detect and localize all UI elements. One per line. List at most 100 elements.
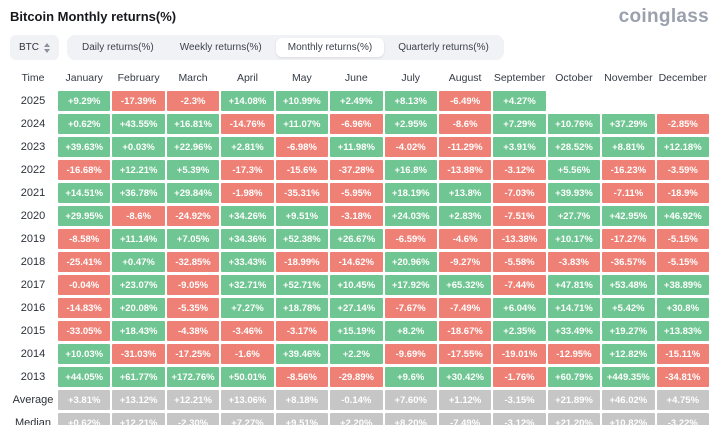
tab-daily-returns[interactable]: Daily returns(%)	[82, 42, 154, 53]
return-cell: -2.30%	[166, 413, 220, 425]
coin-selector[interactable]: BTC	[10, 35, 59, 60]
return-cell: -7.03%	[493, 183, 546, 203]
return-cell: +7.60%	[384, 390, 437, 410]
tab-monthly-returns[interactable]: Monthly returns(%)	[275, 38, 385, 57]
return-cell: +47.81%	[547, 275, 601, 295]
return-cell: -3.17%	[275, 321, 329, 341]
return-cell: -19.01%	[493, 344, 546, 364]
row-label: 2018	[20, 256, 46, 268]
return-cell: +18.43%	[112, 321, 165, 341]
return-cell: +34.26%	[221, 206, 274, 226]
return-cell: -5.15%	[656, 252, 709, 272]
row-label: 2013	[20, 371, 46, 383]
return-cell: +60.79%	[547, 367, 601, 387]
tab-quarterly-returns[interactable]: Quarterly returns(%)	[398, 42, 489, 53]
return-cell: +13.12%	[112, 390, 165, 410]
return-cell: -13.88%	[438, 160, 492, 180]
column-header: July	[401, 72, 421, 84]
return-cell: +29.95%	[58, 206, 111, 226]
return-cell: -6.59%	[384, 229, 437, 249]
return-cell: -7.49%	[438, 298, 492, 318]
return-cell: +11.98%	[330, 137, 383, 157]
return-cell: -3.46%	[221, 321, 274, 341]
row-label: Average	[12, 394, 54, 406]
return-cell: +39.93%	[547, 183, 601, 203]
return-cell: -14.62%	[330, 252, 383, 272]
returns-tabs: Daily returns(%) Weekly returns(%) Monthly…	[67, 35, 504, 60]
return-cell: -1.98%	[221, 183, 274, 203]
return-cell: -6.49%	[438, 91, 492, 111]
return-cell: +65.32%	[438, 275, 492, 295]
return-cell: +0.47%	[112, 252, 165, 272]
return-cell: +12.21%	[112, 413, 165, 425]
return-cell: -7.44%	[493, 275, 546, 295]
return-cell: -16.23%	[602, 160, 655, 180]
return-cell: +7.27%	[221, 298, 274, 318]
return-cell: +20.96%	[384, 252, 437, 272]
toolbar: BTC Daily returns(%) Weekly returns(%) Mon…	[10, 35, 709, 60]
row-label: 2024	[20, 118, 46, 130]
return-cell: -7.67%	[384, 298, 437, 318]
return-cell: +0.62%	[58, 114, 111, 134]
return-cell: -4.02%	[384, 137, 437, 157]
return-cell	[602, 91, 654, 111]
return-cell: +61.77%	[112, 367, 165, 387]
return-cell: -8.58%	[58, 229, 111, 249]
return-cell	[657, 91, 709, 111]
return-cell: -6.96%	[330, 114, 383, 134]
return-cell: +14.51%	[58, 183, 111, 203]
return-cell: -8.56%	[275, 367, 329, 387]
return-cell: +2.49%	[330, 91, 383, 111]
return-cell: -5.35%	[166, 298, 220, 318]
return-cell: -16.68%	[58, 160, 111, 180]
return-cell: -17.55%	[438, 344, 492, 364]
return-cell: +4.27%	[493, 91, 546, 111]
return-cell: +17.92%	[384, 275, 437, 295]
return-cell: +10.45%	[330, 275, 383, 295]
return-cell: +30.8%	[656, 298, 709, 318]
return-cell: +8.2%	[384, 321, 437, 341]
return-cell: -17.25%	[166, 344, 220, 364]
return-cell: +172.76%	[166, 367, 220, 387]
row-label: 2023	[20, 141, 46, 153]
return-cell: +34.36%	[221, 229, 274, 249]
topbar: Bitcoin Monthly returns(%) coinglass	[10, 6, 709, 28]
return-cell: -36.57%	[602, 252, 655, 272]
return-cell: -3.12%	[493, 413, 546, 425]
return-cell: +2.81%	[221, 137, 274, 157]
column-header: August	[448, 72, 482, 84]
tab-weekly-returns[interactable]: Weekly returns(%)	[179, 42, 262, 53]
return-cell: +39.46%	[275, 344, 329, 364]
return-cell: +13.06%	[221, 390, 274, 410]
return-cell: +26.67%	[330, 229, 383, 249]
return-cell: +7.05%	[166, 229, 220, 249]
return-cell: +2.2%	[330, 344, 383, 364]
return-cell: -8.6%	[112, 206, 165, 226]
return-cell: -4.38%	[166, 321, 220, 341]
return-cell: +15.19%	[330, 321, 383, 341]
return-cell: -9.27%	[438, 252, 492, 272]
return-cell: +27.14%	[330, 298, 383, 318]
column-header: December	[658, 72, 707, 84]
column-header: October	[555, 72, 593, 84]
return-cell: -5.95%	[330, 183, 383, 203]
return-cell: +46.92%	[656, 206, 709, 226]
return-cell: +12.21%	[166, 390, 220, 410]
return-cell: -17.27%	[602, 229, 655, 249]
return-cell: -24.92%	[166, 206, 220, 226]
return-cell: +39.63%	[58, 137, 111, 157]
return-cell: +32.71%	[221, 275, 274, 295]
return-cell: +4.75%	[656, 390, 709, 410]
return-cell: +27.7%	[547, 206, 601, 226]
return-cell: -9.69%	[384, 344, 437, 364]
coinglass-logo[interactable]: coinglass	[618, 6, 709, 27]
return-cell: +50.01%	[221, 367, 274, 387]
return-cell: +38.89%	[656, 275, 709, 295]
return-cell: +28.52%	[547, 137, 601, 157]
column-header: November	[604, 72, 653, 84]
row-label: 2021	[20, 187, 46, 199]
return-cell: -25.41%	[58, 252, 111, 272]
return-cell: -17.39%	[112, 91, 165, 111]
return-cell: -2.3%	[166, 91, 220, 111]
row-label: 2017	[20, 279, 46, 291]
